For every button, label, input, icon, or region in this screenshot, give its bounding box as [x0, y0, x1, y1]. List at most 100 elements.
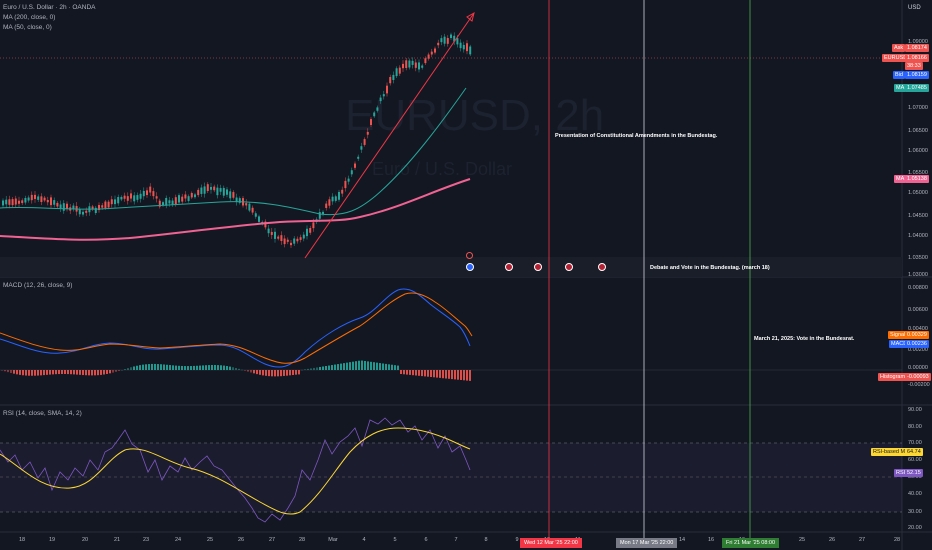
- candle: [312, 222, 315, 229]
- macd-histogram-bar: [385, 363, 387, 370]
- candle: [258, 216, 260, 222]
- us-flag-icon[interactable]: [598, 263, 606, 271]
- annotation-bundestag-vote[interactable]: Debate and Vote in the Bundestag. (march…: [650, 265, 770, 271]
- macd-histogram-bar: [355, 361, 357, 370]
- time-axis-tick: 25: [206, 537, 214, 543]
- macd-histogram-bar: [439, 370, 441, 378]
- macd-histogram-bar: [445, 370, 447, 379]
- macd-histogram-bar: [322, 366, 324, 370]
- candle: [440, 38, 443, 43]
- candle: [126, 196, 129, 201]
- macd-histogram-bar: [403, 370, 405, 375]
- candle: [72, 205, 75, 210]
- candle: [350, 170, 353, 175]
- macd-signal-line: [0, 292, 473, 364]
- currency-label[interactable]: USD: [908, 5, 921, 11]
- rsi-legend[interactable]: RSI (14, close, SMA, 14, 2): [3, 410, 82, 417]
- candle: [117, 197, 120, 204]
- candle: [46, 199, 49, 203]
- candle: [98, 205, 100, 211]
- candle: [456, 38, 459, 45]
- candle: [168, 200, 171, 204]
- us-flag-icon[interactable]: [505, 263, 513, 271]
- rsi-axis-tick: 40.00: [908, 491, 922, 497]
- macd-histogram-bar: [193, 365, 195, 370]
- candle: [232, 192, 235, 198]
- macd-histogram-bar: [13, 370, 15, 374]
- macd-histogram-bar: [268, 370, 270, 377]
- macd-histogram-bar: [28, 370, 30, 376]
- macd-histogram-bar: [223, 365, 225, 370]
- candle: [37, 196, 40, 200]
- candle: [302, 234, 305, 239]
- rsi-axis-tick: 70.00: [908, 440, 922, 446]
- macd-histogram-bar: [130, 367, 132, 370]
- annotation-bundesrat-vote[interactable]: March 21, 2025: Vote in the Bundesrat.: [754, 336, 855, 342]
- ma50-tag-label: MA: [894, 84, 907, 92]
- ma50-line: [0, 87, 467, 216]
- candle: [62, 203, 65, 211]
- bid-tag-label: Bid: [893, 71, 905, 79]
- us-flag-icon[interactable]: [534, 263, 542, 271]
- macd-histogram-bar: [112, 370, 114, 373]
- macd-histogram-bar: [16, 370, 18, 375]
- candle: [376, 107, 379, 111]
- candle: [142, 190, 145, 197]
- ma50-legend[interactable]: MA (50, close, 0): [3, 24, 52, 31]
- macd-histogram-bar: [391, 364, 393, 370]
- histogram-tag-label: Histogram: [878, 373, 908, 381]
- candle: [360, 146, 363, 150]
- macd-tag-label: MACD: [889, 340, 910, 348]
- trend-line[interactable]: [304, 12, 475, 259]
- candle: [30, 194, 33, 201]
- candle: [382, 94, 385, 97]
- macd-histogram-bar: [283, 370, 285, 376]
- ma200-legend[interactable]: MA (200, close, 0): [3, 14, 56, 21]
- price-axis-tick: 1.06000: [908, 148, 928, 154]
- candle: [283, 238, 286, 245]
- candle: [152, 191, 155, 197]
- candle: [107, 201, 110, 208]
- macd-histogram-bar: [274, 370, 276, 377]
- macd-legend[interactable]: MACD (12, 26, close, 9): [3, 282, 73, 289]
- candle: [56, 202, 59, 207]
- macd-histogram-bar: [34, 370, 36, 376]
- time-axis-tick: 14: [678, 537, 686, 543]
- time-axis-tick: 21: [113, 537, 121, 543]
- candle: [181, 196, 184, 202]
- time-axis-tick: 6: [424, 537, 428, 543]
- rsi-ma-tag-label: RSI-based MA: [871, 448, 911, 456]
- macd-histogram-bar: [70, 370, 72, 375]
- date-marker-white[interactable]: Mon 17 Mar '25 22:00: [616, 538, 678, 548]
- macd-histogram-bar: [340, 363, 342, 370]
- macd-histogram-bar: [7, 370, 9, 373]
- date-marker-green[interactable]: Fri 21 Mar '25 08:00: [722, 538, 780, 548]
- watermark-symbol: EURUSD, 2h: [345, 91, 604, 140]
- rsi-axis-tick: 50.00: [908, 474, 922, 480]
- candle: [203, 186, 206, 194]
- event-flag-icon[interactable]: [466, 252, 473, 259]
- macd-histogram-bar: [82, 370, 84, 376]
- macd-histogram-bar: [22, 370, 24, 376]
- candle: [91, 206, 94, 210]
- time-axis-tick: 4: [362, 537, 366, 543]
- macd-histogram-bar: [127, 368, 129, 370]
- eu-flag-icon[interactable]: [466, 263, 474, 271]
- symbol-legend[interactable]: Euro / U.S. Dollar · 2h · OANDA: [3, 4, 96, 11]
- time-axis-tick: 26: [237, 537, 245, 543]
- candle: [402, 63, 404, 69]
- macd-histogram-bar: [217, 365, 219, 370]
- macd-histogram-bar: [349, 362, 351, 370]
- macd-histogram-bar: [52, 370, 54, 375]
- macd-histogram-bar: [358, 360, 360, 370]
- macd-axis-tick: 0.00200: [908, 347, 928, 353]
- macd-histogram-bar: [229, 366, 231, 370]
- macd-histogram-bar: [298, 370, 300, 375]
- macd-histogram-bar: [448, 370, 450, 379]
- date-marker-red[interactable]: Wed 12 Mar '25 22:00: [520, 538, 582, 548]
- annotation-bundestag-presentation[interactable]: Presentation of Constitutional Amendment…: [555, 133, 718, 139]
- us-flag-icon[interactable]: [565, 263, 573, 271]
- macd-histogram-bar: [253, 370, 255, 374]
- macd-histogram-bar: [436, 370, 438, 378]
